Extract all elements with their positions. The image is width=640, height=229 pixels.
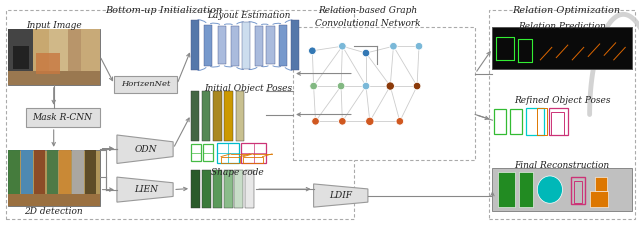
Text: Mask R-CNN: Mask R-CNN — [33, 113, 93, 122]
Text: Bottom-up Initialization: Bottom-up Initialization — [105, 6, 222, 15]
Bar — [49, 29, 68, 85]
Bar — [223, 170, 232, 208]
Text: Refined Object Poses: Refined Object Poses — [514, 96, 611, 105]
Bar — [213, 91, 221, 141]
Bar — [595, 177, 607, 191]
Ellipse shape — [337, 82, 345, 90]
Ellipse shape — [362, 49, 370, 57]
Polygon shape — [314, 184, 368, 207]
Bar — [191, 170, 200, 208]
Ellipse shape — [308, 47, 316, 55]
Ellipse shape — [390, 42, 397, 50]
Text: Relation-based Graph: Relation-based Graph — [318, 6, 417, 15]
Ellipse shape — [396, 117, 404, 125]
Bar — [204, 25, 212, 65]
Bar — [8, 194, 100, 206]
Text: Relation Prediction: Relation Prediction — [518, 22, 606, 31]
Bar — [8, 29, 33, 85]
Bar — [72, 150, 84, 206]
Bar — [519, 172, 533, 207]
Ellipse shape — [339, 117, 346, 125]
Text: 2D detection: 2D detection — [24, 207, 83, 216]
Text: Relation Optimization: Relation Optimization — [512, 6, 620, 15]
Bar — [36, 53, 60, 74]
Bar — [47, 150, 58, 206]
Bar — [191, 20, 199, 70]
Bar — [266, 26, 275, 64]
Bar — [489, 10, 635, 219]
Text: HorizenNet: HorizenNet — [121, 80, 170, 88]
Bar — [34, 150, 45, 206]
Bar — [255, 26, 263, 65]
Bar — [60, 150, 71, 206]
Text: Shape code: Shape code — [211, 168, 263, 177]
Polygon shape — [117, 177, 173, 202]
Bar — [279, 25, 287, 65]
Text: Layout Estimation: Layout Estimation — [207, 11, 290, 20]
Bar — [497, 172, 515, 207]
Bar — [492, 168, 632, 211]
Ellipse shape — [538, 176, 563, 203]
Text: LDIF: LDIF — [329, 191, 352, 200]
Bar — [6, 10, 354, 219]
Ellipse shape — [386, 82, 394, 90]
Bar — [26, 108, 100, 127]
Bar — [212, 170, 221, 208]
Bar — [234, 170, 243, 208]
Polygon shape — [117, 135, 173, 164]
Ellipse shape — [339, 42, 346, 50]
Text: LIEN: LIEN — [134, 185, 158, 194]
Bar — [81, 29, 100, 85]
Bar — [548, 108, 568, 135]
Bar — [245, 170, 254, 208]
Bar — [21, 150, 33, 206]
Bar — [242, 22, 250, 69]
Bar — [571, 177, 585, 204]
Bar — [191, 144, 201, 161]
Bar — [590, 191, 608, 207]
Bar — [33, 29, 49, 85]
Text: Input Image: Input Image — [26, 21, 81, 30]
Bar — [8, 150, 20, 206]
Ellipse shape — [362, 82, 370, 90]
Bar — [68, 29, 81, 85]
Bar — [191, 91, 199, 141]
Bar — [241, 143, 266, 164]
Bar — [526, 108, 544, 135]
Bar — [8, 150, 100, 206]
Bar — [202, 170, 211, 208]
Bar — [13, 46, 29, 69]
Bar — [510, 109, 522, 134]
Bar — [202, 91, 210, 141]
Text: Initial Object Poses: Initial Object Poses — [204, 84, 292, 93]
Bar — [8, 29, 100, 85]
Ellipse shape — [310, 82, 317, 90]
Bar — [218, 26, 226, 64]
Bar — [492, 27, 632, 69]
Bar — [224, 91, 232, 141]
Bar — [203, 144, 213, 161]
Bar — [291, 20, 299, 70]
Bar — [293, 27, 475, 160]
Ellipse shape — [413, 82, 421, 90]
Bar — [115, 76, 177, 93]
Text: Final Reconstruction: Final Reconstruction — [515, 161, 609, 170]
Ellipse shape — [365, 117, 374, 125]
Bar — [551, 112, 564, 134]
Ellipse shape — [312, 117, 319, 125]
Bar — [8, 71, 100, 85]
Bar — [85, 150, 97, 206]
Bar — [216, 143, 239, 164]
Bar — [574, 180, 582, 203]
Bar — [494, 109, 506, 134]
Bar — [230, 26, 239, 65]
Bar — [236, 91, 244, 141]
Text: ODN: ODN — [135, 144, 157, 154]
Ellipse shape — [415, 42, 423, 50]
Text: Convolutional Network: Convolutional Network — [315, 19, 420, 28]
